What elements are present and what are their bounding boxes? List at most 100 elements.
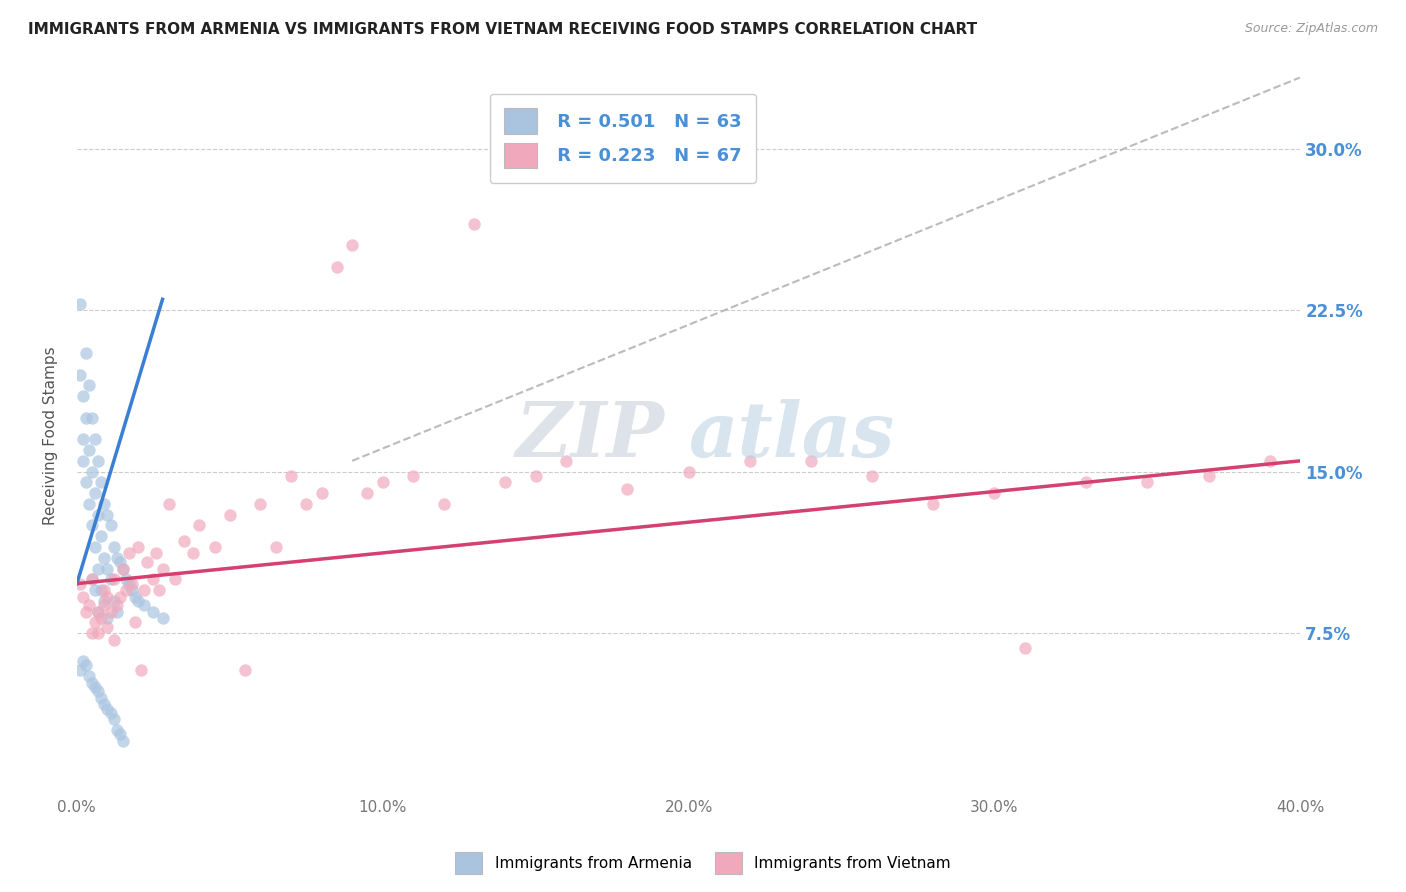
Text: atlas: atlas bbox=[689, 399, 894, 473]
Point bbox=[124, 615, 146, 630]
Point bbox=[69, 576, 91, 591]
Point bbox=[90, 475, 112, 490]
Point bbox=[87, 561, 110, 575]
Point bbox=[84, 680, 107, 694]
Point bbox=[111, 734, 134, 748]
Point bbox=[134, 583, 156, 598]
Point bbox=[163, 572, 186, 586]
Point bbox=[152, 561, 174, 575]
Point bbox=[340, 238, 363, 252]
Point bbox=[922, 497, 945, 511]
Point bbox=[82, 572, 104, 586]
Text: ZIP: ZIP bbox=[515, 399, 664, 473]
Point bbox=[616, 482, 638, 496]
Point bbox=[249, 497, 271, 511]
Point bbox=[108, 555, 131, 569]
Point bbox=[555, 454, 578, 468]
Point bbox=[103, 594, 125, 608]
Point bbox=[82, 675, 104, 690]
Point bbox=[93, 598, 115, 612]
Point bbox=[157, 497, 180, 511]
Point bbox=[93, 583, 115, 598]
Point bbox=[93, 594, 115, 608]
Point bbox=[84, 583, 107, 598]
Point bbox=[127, 540, 149, 554]
Point bbox=[82, 410, 104, 425]
Point bbox=[69, 296, 91, 310]
Point bbox=[75, 346, 97, 360]
Point bbox=[90, 611, 112, 625]
Point bbox=[87, 605, 110, 619]
Point bbox=[1258, 454, 1281, 468]
Point bbox=[204, 540, 226, 554]
Point bbox=[75, 475, 97, 490]
Point bbox=[100, 572, 122, 586]
Text: Source: ZipAtlas.com: Source: ZipAtlas.com bbox=[1244, 22, 1378, 36]
Point bbox=[103, 712, 125, 726]
Point bbox=[84, 486, 107, 500]
Point bbox=[121, 576, 143, 591]
Point bbox=[145, 546, 167, 560]
Point bbox=[96, 508, 118, 522]
Point bbox=[188, 518, 211, 533]
Point bbox=[87, 454, 110, 468]
Point bbox=[82, 572, 104, 586]
Point bbox=[1076, 475, 1098, 490]
Point bbox=[69, 368, 91, 382]
Point bbox=[108, 590, 131, 604]
Point bbox=[100, 706, 122, 720]
Point bbox=[129, 663, 152, 677]
Point bbox=[87, 684, 110, 698]
Point bbox=[148, 583, 170, 598]
Point bbox=[96, 620, 118, 634]
Point bbox=[311, 486, 333, 500]
Point bbox=[72, 389, 94, 403]
Point bbox=[264, 540, 287, 554]
Point bbox=[108, 727, 131, 741]
Point bbox=[72, 454, 94, 468]
Point bbox=[96, 590, 118, 604]
Point bbox=[173, 533, 195, 548]
Point bbox=[1136, 475, 1159, 490]
Point bbox=[124, 590, 146, 604]
Point bbox=[118, 576, 141, 591]
Point bbox=[181, 546, 204, 560]
Point bbox=[111, 561, 134, 575]
Point bbox=[121, 583, 143, 598]
Point bbox=[77, 598, 100, 612]
Point bbox=[105, 605, 128, 619]
Point bbox=[105, 723, 128, 737]
Point bbox=[72, 654, 94, 668]
Point bbox=[93, 550, 115, 565]
Point bbox=[295, 497, 318, 511]
Point bbox=[111, 561, 134, 575]
Point bbox=[90, 690, 112, 705]
Point bbox=[96, 561, 118, 575]
Point bbox=[90, 529, 112, 543]
Point bbox=[678, 465, 700, 479]
Point bbox=[218, 508, 240, 522]
Point bbox=[463, 217, 485, 231]
Point bbox=[93, 697, 115, 711]
Point bbox=[82, 518, 104, 533]
Point bbox=[82, 626, 104, 640]
Point bbox=[142, 572, 165, 586]
Point bbox=[118, 546, 141, 560]
Point bbox=[100, 605, 122, 619]
Point bbox=[82, 465, 104, 479]
Point bbox=[1014, 641, 1036, 656]
Point bbox=[134, 598, 156, 612]
Point bbox=[90, 583, 112, 598]
Point bbox=[233, 663, 256, 677]
Point bbox=[152, 611, 174, 625]
Point bbox=[84, 432, 107, 446]
Point bbox=[103, 540, 125, 554]
Point bbox=[494, 475, 516, 490]
Point bbox=[800, 454, 823, 468]
Point bbox=[142, 605, 165, 619]
Point bbox=[100, 518, 122, 533]
Point bbox=[72, 432, 94, 446]
Point bbox=[326, 260, 349, 274]
Point bbox=[402, 469, 425, 483]
Point bbox=[860, 469, 883, 483]
